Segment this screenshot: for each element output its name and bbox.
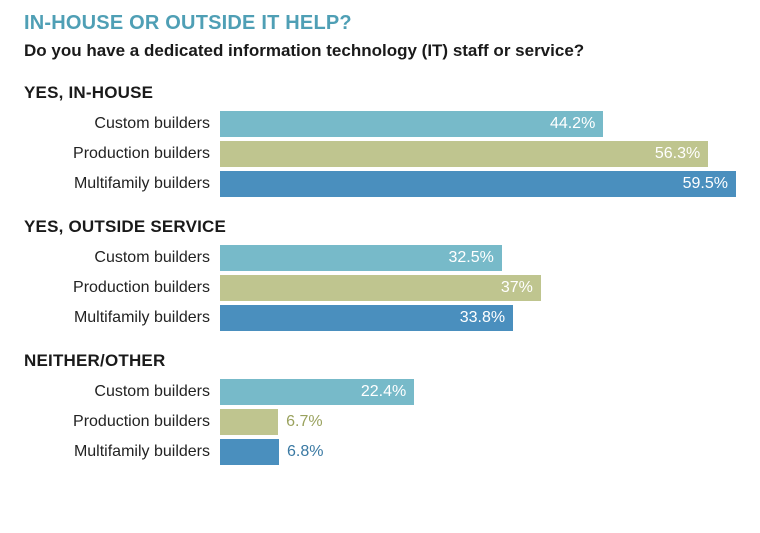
group-title: NEITHER/OTHER — [24, 351, 736, 371]
row-label: Multifamily builders — [24, 175, 220, 193]
chart-row: Production builders 37% — [24, 273, 736, 303]
bar: 6.8% — [220, 439, 279, 465]
bar-track: 44.2% — [220, 111, 736, 137]
chart-row: Production builders 56.3% — [24, 139, 736, 169]
bar: 37% — [220, 275, 541, 301]
bar-value: 22.4% — [353, 379, 414, 405]
bar-track: 6.7% — [220, 409, 736, 435]
chart-group: YES, IN-HOUSECustom builders44.2%Product… — [24, 83, 736, 199]
row-label: Production builders — [24, 145, 220, 163]
bar-value: 59.5% — [675, 171, 736, 197]
bar-track: 6.8% — [220, 439, 736, 465]
bar-value: 37% — [493, 275, 541, 301]
row-label: Custom builders — [24, 115, 220, 133]
row-label: Multifamily builders — [24, 309, 220, 327]
bar-value: 56.3% — [647, 141, 708, 167]
chart-row: Production builders6.7% — [24, 407, 736, 437]
bar: 59.5% — [220, 171, 736, 197]
bar-track: 37% — [220, 275, 736, 301]
row-label: Custom builders — [24, 383, 220, 401]
bar: 44.2% — [220, 111, 603, 137]
chart-title: IN-HOUSE OR OUTSIDE IT HELP? — [24, 12, 736, 35]
bar: 22.4% — [220, 379, 414, 405]
bar-value: 6.8% — [279, 439, 331, 465]
chart-page: IN-HOUSE OR OUTSIDE IT HELP? Do you have… — [0, 0, 760, 533]
bar-value: 33.8% — [452, 305, 513, 331]
row-label: Custom builders — [24, 249, 220, 267]
chart-body: YES, IN-HOUSECustom builders44.2%Product… — [24, 83, 736, 467]
row-label: Multifamily builders — [24, 443, 220, 461]
chart-group: NEITHER/OTHERCustom builders22.4%Product… — [24, 351, 736, 467]
row-label: Production builders — [24, 413, 220, 431]
chart-row: Multifamily builders6.8% — [24, 437, 736, 467]
bar: 6.7% — [220, 409, 278, 435]
chart-row: Custom builders 22.4% — [24, 377, 736, 407]
chart-group: YES, OUTSIDE SERVICE Custom builders 32.5%… — [24, 217, 736, 333]
bar-track: 22.4% — [220, 379, 736, 405]
bar-value: 44.2% — [542, 111, 603, 137]
bar: 32.5% — [220, 245, 502, 271]
bar-track: 32.5% — [220, 245, 736, 271]
bar-track: 33.8% — [220, 305, 736, 331]
chart-row: Custom builders 44.2% — [24, 109, 736, 139]
bar-value: 6.7% — [278, 409, 330, 435]
group-title: YES, IN-HOUSE — [24, 83, 736, 103]
chart-subtitle: Do you have a dedicated information tech… — [24, 41, 736, 61]
chart-row: Multifamily builders 59.5% — [24, 169, 736, 199]
chart-row: Multifamily builders 33.8% — [24, 303, 736, 333]
row-label: Production builders — [24, 279, 220, 297]
bar-value: 32.5% — [440, 245, 501, 271]
group-title: YES, OUTSIDE SERVICE — [24, 217, 736, 237]
bar-track: 56.3% — [220, 141, 736, 167]
chart-row: Custom builders 32.5% — [24, 243, 736, 273]
bar-track: 59.5% — [220, 171, 736, 197]
bar: 33.8% — [220, 305, 513, 331]
bar: 56.3% — [220, 141, 708, 167]
